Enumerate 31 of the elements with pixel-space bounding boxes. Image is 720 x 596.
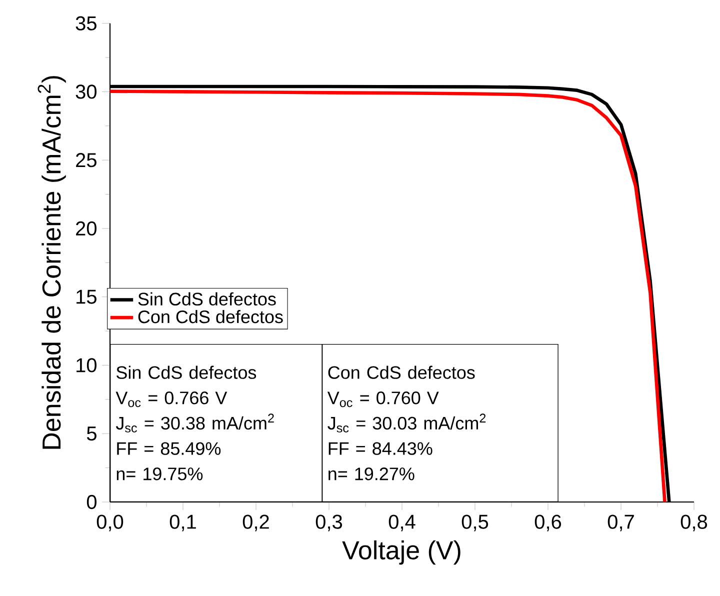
y-tick-label: 0 xyxy=(86,494,96,510)
annotation: Con CdS defectos xyxy=(328,366,475,379)
x-tick-label: 0,0 xyxy=(96,514,124,532)
y-tick-label: 30 xyxy=(76,84,96,99)
annotation: Sin CdS defectos xyxy=(116,366,256,379)
annotation: n= 19.75% xyxy=(116,468,203,480)
annotation: J$_{sc}$ = 30.03 mA/cm$^{2}$ xyxy=(328,414,486,432)
legend-label: Sin CdS defectos xyxy=(138,292,276,306)
x-tick-label: 0,8 xyxy=(680,514,708,532)
x-tick-label: 0,3 xyxy=(316,514,342,532)
x-tick-label: 0,4 xyxy=(388,514,416,532)
y-axis-title: Densidad de Corriente (mA/cm$^{2}$) xyxy=(38,76,66,449)
x-tick-label: 0,2 xyxy=(242,514,269,532)
legend-label: Con CdS defectos xyxy=(138,310,283,324)
annotation: n= 19.27% xyxy=(328,468,414,480)
y-tick-label: 35 xyxy=(76,16,96,30)
annotation: FF = 85.49% xyxy=(117,442,221,455)
y-tick-label: 25 xyxy=(76,153,96,168)
annotation: J$_{sc}$ = 30.38 mA/cm$^{2}$ xyxy=(116,414,274,432)
annotation: V$_{oc}$ = 0.760 V xyxy=(327,392,439,408)
x-tick-label: 0,6 xyxy=(534,514,562,532)
x-tick-label: 0,7 xyxy=(608,514,634,532)
annotation: V$_{oc}$ = 0.766 V xyxy=(116,392,228,408)
y-tick-label: 5 xyxy=(86,426,96,441)
x-axis-title: Voltaje (V) xyxy=(342,540,460,565)
y-tick-label: 20 xyxy=(76,221,96,236)
annotation: FF = 84.43% xyxy=(328,442,432,455)
x-tick-label: 0,5 xyxy=(462,514,488,532)
x-tick-label: 0,1 xyxy=(170,514,196,532)
y-tick-label: 15 xyxy=(76,290,96,304)
y-tick-label: 10 xyxy=(76,358,96,372)
